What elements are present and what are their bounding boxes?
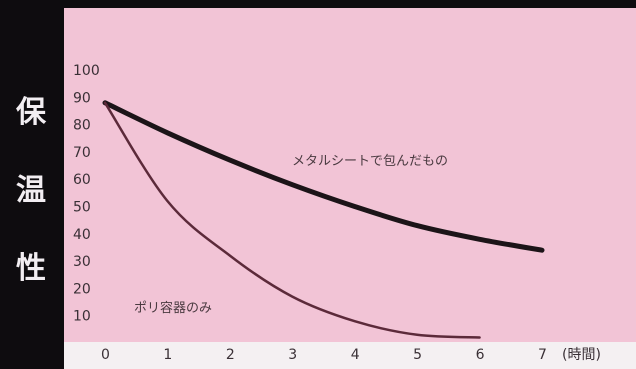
y-tick-label: 100 [73,63,100,79]
y-axis-ticks: 10 20 30 40 50 60 70 80 90 100 [73,63,100,325]
y-axis-label-char: 保 [16,95,47,130]
series-line-poly-container [103,101,481,339]
y-tick-label: 50 [73,200,91,216]
y-tick-label: 60 [73,172,91,188]
x-tick-label: 5 [413,347,422,363]
x-axis-unit: (時間) [562,347,601,363]
x-tick-label: 3 [288,347,297,363]
series-lines [102,100,545,339]
y-tick-label: 90 [73,90,91,106]
y-tick-label: 80 [73,118,91,134]
x-tick-label: 0 [101,347,110,363]
series-label-metal-sheet: メタルシートで包んだもの [292,154,448,169]
y-tick-label: 10 [73,309,91,325]
x-tick-label: 4 [351,347,360,363]
x-axis-ticks: 0 1 2 3 4 5 6 7 [101,347,547,363]
series-line-metal-sheet [102,100,545,253]
y-tick-label: 20 [73,281,91,297]
y-axis-label-char: 温 [16,173,46,208]
y-tick-label: 70 [73,145,91,161]
plot-area [64,8,636,342]
y-axis-label-char: 性 [16,251,46,286]
x-tick-label: 6 [476,347,485,363]
series-label-poly-container: ポリ容器のみ [134,300,212,316]
x-tick-label: 2 [226,347,235,363]
y-tick-label: 40 [73,227,91,243]
x-axis-band [64,342,636,369]
x-tick-label: 1 [163,347,172,363]
x-tick-label: 7 [538,347,547,363]
y-tick-label: 30 [73,254,91,270]
